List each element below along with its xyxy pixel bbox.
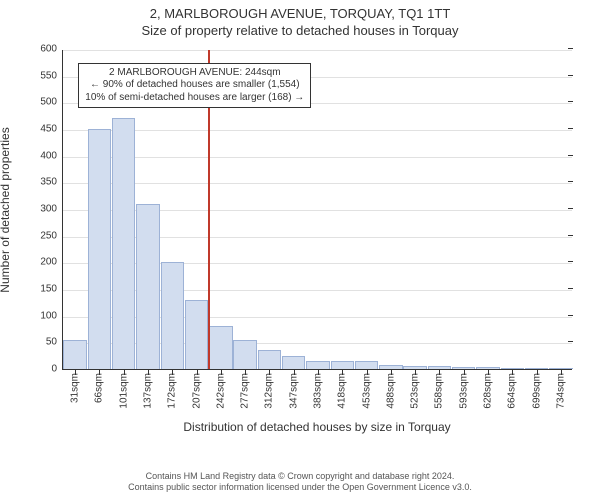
annotation-line: 10% of semi-detached houses are larger (… <box>85 92 304 105</box>
y-tick-label: 250 <box>40 230 63 241</box>
y-tick-label: 450 <box>40 124 63 135</box>
histogram-bar <box>282 356 305 369</box>
y-tick-label: 400 <box>40 150 63 161</box>
footer: Contains HM Land Registry data © Crown c… <box>0 471 600 494</box>
y-tick-label: 500 <box>40 97 63 108</box>
y-tick-label: 150 <box>40 284 63 295</box>
histogram-bar <box>258 350 281 369</box>
y-axis-label: Number of detached properties <box>0 127 12 292</box>
plot-area: 05010015020025030035040045050055060031sq… <box>62 50 572 370</box>
x-axis-label: Distribution of detached houses by size … <box>62 420 572 442</box>
annotation-line: ← 90% of detached houses are smaller (1,… <box>85 79 304 92</box>
footer-line-1: Contains HM Land Registry data © Crown c… <box>0 471 600 483</box>
y-tick-label: 550 <box>40 70 63 81</box>
page-title: 2, MARLBOROUGH AVENUE, TORQUAY, TQ1 1TT <box>0 6 600 21</box>
gridline <box>63 130 572 131</box>
histogram-bar <box>161 262 184 369</box>
histogram-bar <box>88 129 111 369</box>
histogram-bar <box>233 340 256 369</box>
y-tick-label: 600 <box>40 44 63 55</box>
gridline <box>63 50 572 51</box>
y-tick-label: 200 <box>40 257 63 268</box>
y-tick-label: 100 <box>40 310 63 321</box>
footer-line-2: Contains public sector information licen… <box>0 482 600 494</box>
annotation-line: 2 MARLBOROUGH AVENUE: 244sqm <box>85 67 304 80</box>
histogram-bar <box>331 361 354 369</box>
histogram-bar <box>136 204 159 369</box>
y-tick-label: 50 <box>46 337 63 348</box>
annotation-box: 2 MARLBOROUGH AVENUE: 244sqm← 90% of det… <box>78 63 311 109</box>
page-subtitle: Size of property relative to detached ho… <box>0 23 600 38</box>
histogram-bar <box>306 361 329 369</box>
chart-container: Number of detached properties 0501001502… <box>0 44 600 444</box>
histogram-bar <box>63 340 86 369</box>
gridline <box>63 157 572 158</box>
histogram-bar <box>209 326 232 369</box>
y-tick-label: 350 <box>40 177 63 188</box>
y-tick-label: 0 <box>51 364 63 375</box>
histogram-bar <box>355 361 378 369</box>
gridline <box>63 183 572 184</box>
y-tick-label: 300 <box>40 204 63 215</box>
histogram-bar <box>185 300 208 369</box>
histogram-bar <box>112 118 135 369</box>
